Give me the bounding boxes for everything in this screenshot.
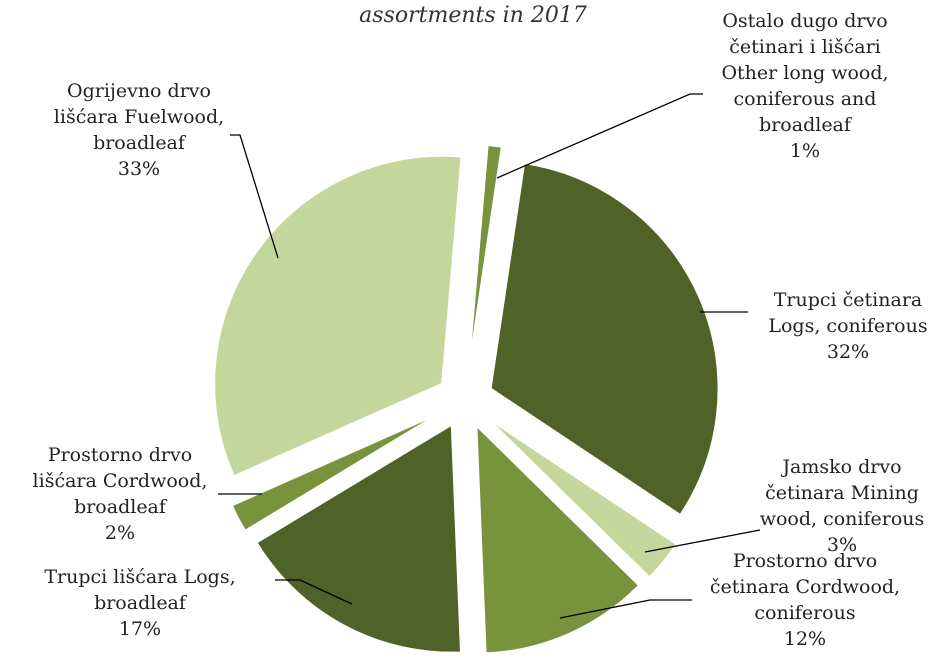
slice-label: Trupci lišćara Logs, broadleaf 17% bbox=[0, 564, 280, 642]
slice-label-line: Ostalo dugo drvo bbox=[722, 10, 888, 32]
leader-line bbox=[230, 134, 279, 259]
pie-slice bbox=[475, 423, 641, 655]
slice-label-line: wood, coniferous bbox=[759, 508, 925, 530]
pie-slice bbox=[230, 412, 441, 533]
slice-label-line: 17% bbox=[118, 618, 162, 640]
slice-label-line: Trupci četinara bbox=[773, 289, 923, 311]
slice-label-line: 2% bbox=[104, 522, 136, 544]
pie-slice bbox=[489, 161, 720, 517]
slice-label: Prostorno drvo lišćara Cordwood, broadleaf… bbox=[0, 442, 240, 546]
slice-label-line: Ogrijevno drvo bbox=[67, 80, 211, 102]
slice-label-line: Prostorno drvo bbox=[732, 550, 878, 572]
slice-label-line: četinara Mining bbox=[765, 482, 919, 504]
slice-label-line: coniferous and bbox=[733, 88, 877, 110]
slice-label-line: 32% bbox=[826, 341, 870, 363]
slice-label: Ogrijevno drvo lišćara Fuelwood, broadleaf… bbox=[0, 78, 278, 182]
slice-label: Prostorno drvo četinara Cordwood, conifero… bbox=[690, 548, 920, 652]
slice-label: Trupci četinara Logs, coniferous 32% bbox=[748, 287, 946, 365]
leader-line bbox=[559, 599, 692, 619]
leader-line bbox=[275, 579, 353, 605]
slice-label-line: Jamsko drvo bbox=[782, 456, 902, 478]
slice-label-line: broadleaf bbox=[759, 114, 851, 136]
slice-label: Ostalo dugo drvo četinari i lišćari Other … bbox=[690, 8, 920, 164]
slice-label-line: broadleaf bbox=[94, 592, 186, 614]
slice-label-line: 1% bbox=[789, 140, 821, 162]
pie-slice bbox=[213, 154, 463, 478]
pie-slice bbox=[255, 422, 463, 654]
slice-label-line: Logs, coniferous bbox=[768, 315, 928, 337]
slice-label-line: broadleaf bbox=[74, 496, 166, 518]
slice-label-line: Prostorno drvo bbox=[47, 444, 193, 466]
chart-title: assortments in 2017 bbox=[359, 3, 587, 28]
pie-slice bbox=[467, 143, 503, 373]
slice-label-line: broadleaf bbox=[93, 132, 185, 154]
slice-label-line: Trupci lišćara Logs, bbox=[44, 566, 236, 588]
slice-label: Jamsko drvo četinara Mining wood, conifero… bbox=[742, 454, 942, 558]
slice-label-line: četinara Cordwood, bbox=[709, 576, 901, 598]
slice-label-line: 12% bbox=[783, 628, 827, 650]
leader-line bbox=[644, 529, 761, 553]
slice-label-line: lišćara Fuelwood, bbox=[53, 106, 225, 128]
slice-label-line: Other long wood, bbox=[721, 62, 889, 84]
slice-label-line: lišćara Cordwood, bbox=[32, 470, 208, 492]
slice-label-line: 3% bbox=[826, 534, 858, 556]
slice-label-line: 33% bbox=[117, 158, 161, 180]
leader-line bbox=[496, 93, 703, 179]
slice-label-line: četinari i lišćari bbox=[729, 36, 881, 58]
slice-label-line: coniferous bbox=[754, 602, 856, 624]
pie-slice bbox=[486, 416, 678, 579]
